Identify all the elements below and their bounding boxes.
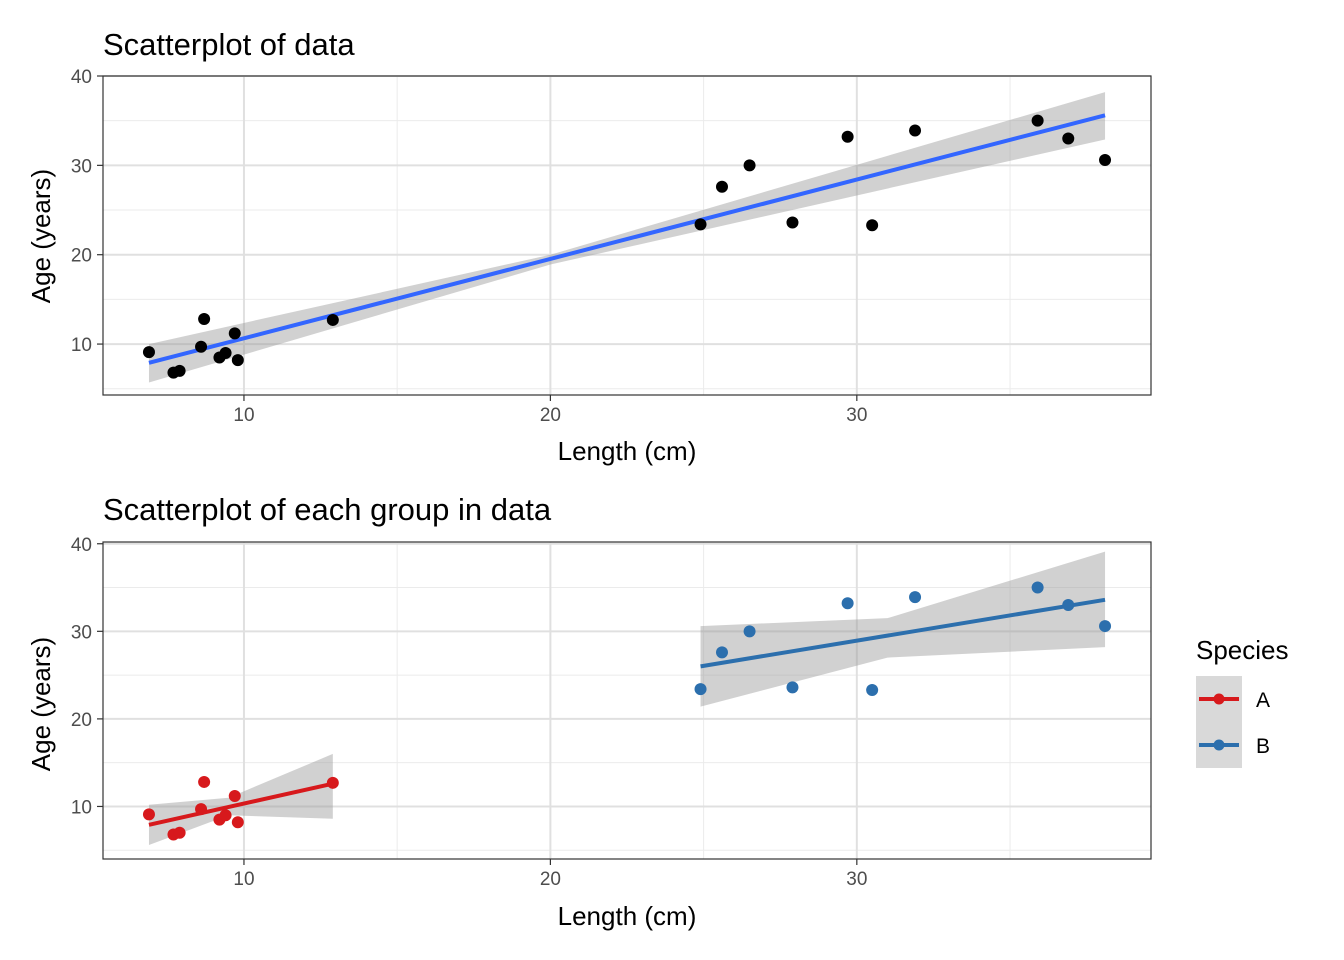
legend-key-point xyxy=(1213,693,1225,705)
data-point xyxy=(743,159,756,172)
panel-border xyxy=(102,75,1152,396)
data-point xyxy=(715,646,728,659)
x-tick-label: 20 xyxy=(540,405,561,426)
data-point xyxy=(173,826,186,839)
data-point xyxy=(1062,132,1075,145)
legend-key-background xyxy=(1196,676,1242,768)
panel-scatterplot-of-each-group: Scatterplot of each group in data 10 20 30… xyxy=(26,492,1152,931)
y-tick-label: 40 xyxy=(71,67,92,88)
data-point xyxy=(326,313,339,326)
plot-area: 10 20 30 40 10 20 30 xyxy=(71,535,1152,890)
y-tick-label: 20 xyxy=(71,246,92,267)
legend-entry-b: B xyxy=(1199,735,1270,758)
x-axis-title: Length (cm) xyxy=(558,436,697,466)
data-point xyxy=(195,340,208,353)
data-point xyxy=(228,789,241,802)
y-tick-label: 30 xyxy=(71,156,92,177)
y-tick-label: 20 xyxy=(71,710,92,731)
data-point xyxy=(219,347,232,360)
data-point xyxy=(195,803,208,816)
data-point xyxy=(142,346,155,359)
x-tick-label: 20 xyxy=(540,869,561,890)
confidence-band xyxy=(148,753,333,845)
data-point xyxy=(866,219,879,232)
legend-title: Species xyxy=(1196,635,1289,665)
x-tick-label: 10 xyxy=(233,405,254,426)
data-point xyxy=(1099,620,1112,633)
y-tick-label: 10 xyxy=(71,335,92,356)
data-point xyxy=(231,816,244,829)
data-point xyxy=(743,625,756,638)
legend: Species A B xyxy=(1196,635,1289,768)
legend-label: A xyxy=(1256,689,1270,712)
data-point xyxy=(841,597,854,610)
x-axis-title: Length (cm) xyxy=(558,901,697,931)
data-point xyxy=(1062,599,1075,612)
data-point xyxy=(909,124,922,137)
data-point xyxy=(909,591,922,604)
x-tick-label: 30 xyxy=(846,405,867,426)
data-point xyxy=(173,364,186,377)
data-point xyxy=(198,775,211,788)
data-point xyxy=(1031,581,1044,594)
x-tick-label: 10 xyxy=(233,869,254,890)
data-point xyxy=(142,808,155,821)
y-tick-label: 30 xyxy=(71,622,92,643)
data-point xyxy=(715,180,728,193)
data-point xyxy=(326,776,339,789)
data-point xyxy=(231,354,244,367)
data-point xyxy=(228,327,241,340)
data-point xyxy=(866,683,879,696)
data-point xyxy=(786,216,799,229)
legend-entry-a: A xyxy=(1199,689,1270,712)
data-point xyxy=(1031,114,1044,127)
legend-key-point xyxy=(1213,739,1225,751)
confidence-band xyxy=(700,551,1106,707)
x-tick-label: 30 xyxy=(846,869,867,890)
y-axis-title: Age (years) xyxy=(26,637,56,771)
data-point xyxy=(841,130,854,143)
y-tick-label: 40 xyxy=(71,535,92,556)
panel-border xyxy=(102,541,1152,860)
chart-title: Scatterplot of data xyxy=(103,27,355,62)
data-point xyxy=(219,809,232,822)
plot-background xyxy=(103,76,1151,395)
data-point xyxy=(786,681,799,694)
y-tick-label: 10 xyxy=(71,797,92,818)
regression-line xyxy=(148,781,334,827)
legend-label: B xyxy=(1256,735,1270,758)
plot-area: 10 20 30 40 10 20 30 xyxy=(71,67,1152,426)
data-point xyxy=(198,313,211,326)
data-point xyxy=(1099,153,1112,166)
data-point xyxy=(694,218,707,231)
regression-line xyxy=(148,113,1106,365)
regression-line xyxy=(700,597,1106,669)
y-axis-title: Age (years) xyxy=(26,169,56,303)
panel-scatterplot-of-data: Scatterplot of data 10 20 30 40 10 20 30 Lengt… xyxy=(26,27,1152,466)
chart-title: Scatterplot of each group in data xyxy=(103,492,552,527)
data-point xyxy=(694,683,707,696)
